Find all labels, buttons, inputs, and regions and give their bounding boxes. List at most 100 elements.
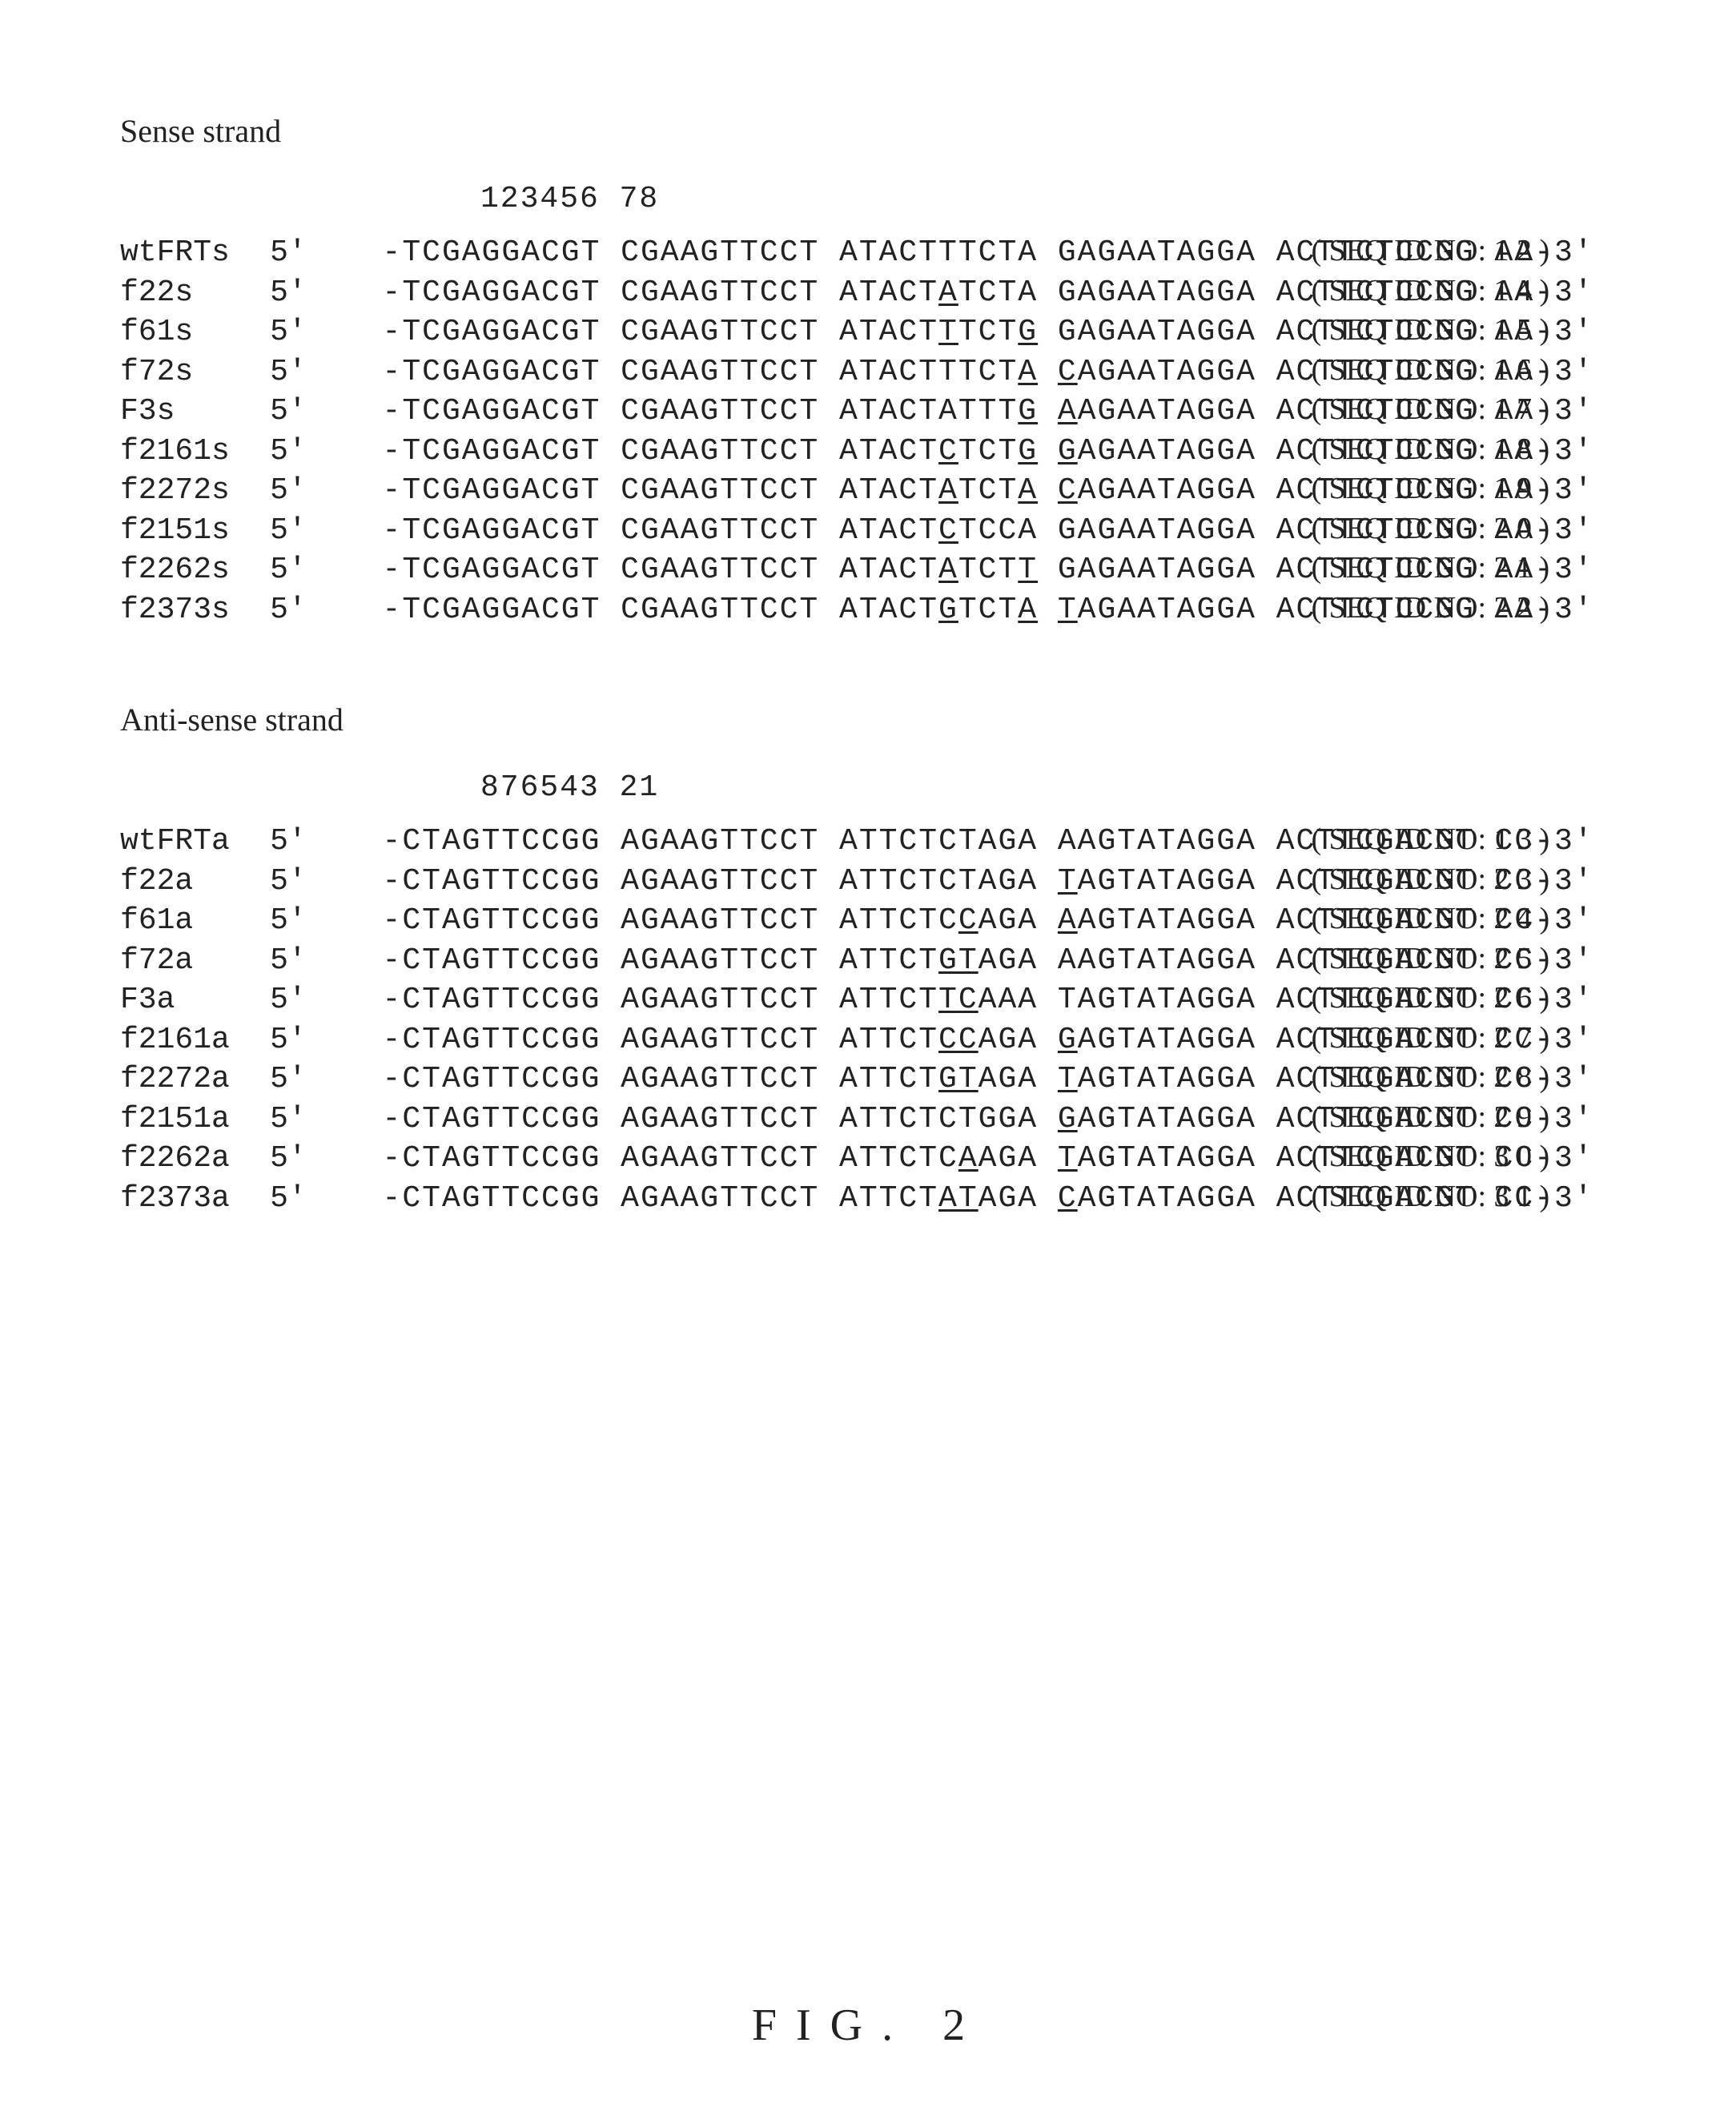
- sense-strand-title: Sense strand: [120, 112, 1656, 150]
- antisense-strand-title: Anti-sense strand: [120, 701, 1656, 738]
- antisense-row: f2262a5'-CTAGTTCCGG AGAAGTTCCT ATTCTCAAG…: [120, 1138, 1656, 1178]
- sense-align-header: 123456 78: [480, 182, 1656, 216]
- five-prime-label: 5': [270, 862, 382, 901]
- figure-page: Sense strand 123456 78 wtFRTs5'-TCGAGGAC…: [0, 0, 1736, 2115]
- sequence-text: -CTAGTTCCGG AGAAGTTCCT ATTCTCTGGA GAGTAT…: [383, 1100, 1312, 1139]
- five-prime-label: 5': [270, 353, 382, 392]
- sequence-name: f2373s: [120, 591, 270, 629]
- sequence-text: -TCGAGGACGT CGAAGTTCCT ATACTATCTA GAGAAT…: [383, 274, 1312, 312]
- seq-id-label: ( SEQ ID NO: 1 6 ): [1312, 352, 1656, 390]
- seq-id-label: ( SEQ ID NO: 2 5 ): [1312, 940, 1656, 979]
- five-prime-label: 5': [270, 313, 382, 352]
- five-prime-label: 5': [270, 591, 382, 629]
- sequence-text: -TCGAGGACGT CGAAGTTCCT ATACTGTCTA TAGAAT…: [383, 591, 1312, 629]
- sense-row: f61s5'-TCGAGGACGT CGAAGTTCCT ATACTTTCTG …: [120, 312, 1656, 352]
- sense-row: f2262s5'-TCGAGGACGT CGAAGTTCCT ATACTATCT…: [120, 549, 1656, 589]
- five-prime-label: 5': [270, 392, 382, 431]
- seq-id-label: ( SEQ ID NO: 3 0 ): [1312, 1138, 1656, 1176]
- seq-id-label: ( SEQ ID NO: 2 1 ): [1312, 549, 1656, 588]
- seq-id-label: ( SEQ ID NO: 2 9 ): [1312, 1099, 1656, 1137]
- sequence-text: -TCGAGGACGT CGAAGTTCCT ATACTCTCTG GAGAAT…: [383, 432, 1312, 471]
- sequence-name: f61s: [120, 313, 270, 352]
- sense-row: wtFRTs5'-TCGAGGACGT CGAAGTTCCT ATACTTTCT…: [120, 232, 1656, 272]
- antisense-row: f72a5'-CTAGTTCCGG AGAAGTTCCT ATTCTGTAGA …: [120, 940, 1656, 980]
- sequence-name: wtFRTs: [120, 234, 270, 272]
- five-prime-label: 5': [270, 981, 382, 1019]
- sequence-name: f2272s: [120, 472, 270, 510]
- sequence-name: f2161s: [120, 432, 270, 471]
- antisense-row: wtFRTa5'-CTAGTTCCGG AGAAGTTCCT ATTCTCTAG…: [120, 821, 1656, 861]
- sequence-name: f61a: [120, 902, 270, 940]
- sequence-text: -TCGAGGACGT CGAAGTTCCT ATACTTTCTA GAGAAT…: [383, 234, 1312, 272]
- seq-id-label: ( SEQ ID NO: 1 2 ): [1312, 232, 1656, 271]
- antisense-row: f2373a5'-CTAGTTCCGG AGAAGTTCCT ATTCTATAG…: [120, 1178, 1656, 1218]
- sense-row: f2272s5'-TCGAGGACGT CGAAGTTCCT ATACTATCT…: [120, 470, 1656, 510]
- sequence-text: -TCGAGGACGT CGAAGTTCCT ATACTATCTA CAGAAT…: [383, 472, 1312, 510]
- five-prime-label: 5': [270, 942, 382, 980]
- five-prime-label: 5': [270, 1140, 382, 1178]
- sequence-name: f22s: [120, 274, 270, 312]
- five-prime-label: 5': [270, 512, 382, 550]
- sense-row: f2161s5'-TCGAGGACGT CGAAGTTCCT ATACTCTCT…: [120, 431, 1656, 471]
- five-prime-label: 5': [270, 822, 382, 861]
- seq-id-label: ( SEQ ID NO: 1 7 ): [1312, 391, 1656, 429]
- sequence-name: f22a: [120, 862, 270, 901]
- sequence-name: f2151s: [120, 512, 270, 550]
- sequence-name: f2262a: [120, 1140, 270, 1178]
- sense-alignment-block: wtFRTs5'-TCGAGGACGT CGAAGTTCCT ATACTTTCT…: [120, 232, 1656, 629]
- antisense-row: f61a5'-CTAGTTCCGG AGAAGTTCCT ATTCTCCAGA …: [120, 900, 1656, 940]
- sequence-text: -CTAGTTCCGG AGAAGTTCCT ATTCTCTAGA AAGTAT…: [383, 822, 1312, 861]
- sequence-name: f2262s: [120, 551, 270, 589]
- seq-id-label: ( SEQ ID NO: 2 7 ): [1312, 1019, 1656, 1058]
- sense-row: f22s5'-TCGAGGACGT CGAAGTTCCT ATACTATCTA …: [120, 272, 1656, 312]
- sequence-name: f2272a: [120, 1060, 270, 1099]
- five-prime-label: 5': [270, 902, 382, 940]
- sequence-name: F3s: [120, 392, 270, 431]
- five-prime-label: 5': [270, 472, 382, 510]
- seq-id-label: ( SEQ ID NO: 1 5 ): [1312, 312, 1656, 350]
- five-prime-label: 5': [270, 234, 382, 272]
- sequence-name: f72s: [120, 353, 270, 392]
- five-prime-label: 5': [270, 274, 382, 312]
- antisense-row: f2272a5'-CTAGTTCCGG AGAAGTTCCT ATTCTGTAG…: [120, 1059, 1656, 1099]
- five-prime-label: 5': [270, 1180, 382, 1218]
- antisense-row: f2151a5'-CTAGTTCCGG AGAAGTTCCT ATTCTCTGG…: [120, 1099, 1656, 1139]
- sequence-text: -CTAGTTCCGG AGAAGTTCCT ATTCTGTAGA AAGTAT…: [383, 942, 1312, 980]
- seq-id-label: ( SEQ ID NO: 3 1 ): [1312, 1178, 1656, 1216]
- antisense-alignment-block: wtFRTa5'-CTAGTTCCGG AGAAGTTCCT ATTCTCTAG…: [120, 821, 1656, 1217]
- antisense-row: F3a5'-CTAGTTCCGG AGAAGTTCCT ATTCTTCAAA T…: [120, 979, 1656, 1019]
- sequence-text: -CTAGTTCCGG AGAAGTTCCT ATTCTATAGA CAGTAT…: [383, 1180, 1312, 1218]
- sequence-text: -TCGAGGACGT CGAAGTTCCT ATACTATTTG AAGAAT…: [383, 392, 1312, 431]
- seq-id-label: ( SEQ ID NO: 2 2 ): [1312, 589, 1656, 628]
- sequence-text: -TCGAGGACGT CGAAGTTCCT ATACTCTCCA GAGAAT…: [383, 512, 1312, 550]
- sequence-name: f2373a: [120, 1180, 270, 1218]
- five-prime-label: 5': [270, 1021, 382, 1060]
- seq-id-label: ( SEQ ID NO: 1 4 ): [1312, 272, 1656, 311]
- five-prime-label: 5': [270, 1100, 382, 1139]
- antisense-row: f22a5'-CTAGTTCCGG AGAAGTTCCT ATTCTCTAGA …: [120, 861, 1656, 901]
- sequence-text: -CTAGTTCCGG AGAAGTTCCT ATTCTTCAAA TAGTAT…: [383, 981, 1312, 1019]
- sequence-name: f72a: [120, 942, 270, 980]
- seq-id-label: ( SEQ ID NO: 2 4 ): [1312, 900, 1656, 939]
- antisense-align-header: 876543 21: [480, 770, 1656, 805]
- seq-id-label: ( SEQ ID NO: 1 9 ): [1312, 470, 1656, 509]
- sequence-name: f2151a: [120, 1100, 270, 1139]
- seq-id-label: ( SEQ ID NO: 2 3 ): [1312, 861, 1656, 899]
- seq-id-label: ( SEQ ID NO: 2 8 ): [1312, 1059, 1656, 1097]
- sequence-text: -CTAGTTCCGG AGAAGTTCCT ATTCTCCAGA GAGTAT…: [383, 1021, 1312, 1060]
- sequence-text: -CTAGTTCCGG AGAAGTTCCT ATTCTCAAGA TAGTAT…: [383, 1140, 1312, 1178]
- seq-id-label: ( SEQ ID NO: 1 8 ): [1312, 431, 1656, 469]
- sequence-text: -CTAGTTCCGG AGAAGTTCCT ATTCTCTAGA TAGTAT…: [383, 862, 1312, 901]
- sequence-name: F3a: [120, 981, 270, 1019]
- five-prime-label: 5': [270, 432, 382, 471]
- sense-row: f2373s5'-TCGAGGACGT CGAAGTTCCT ATACTGTCT…: [120, 589, 1656, 629]
- five-prime-label: 5': [270, 551, 382, 589]
- sense-row: f72s5'-TCGAGGACGT CGAAGTTCCT ATACTTTCTA …: [120, 352, 1656, 392]
- sequence-text: -TCGAGGACGT CGAAGTTCCT ATACTTTCTG GAGAAT…: [383, 313, 1312, 352]
- sequence-text: -TCGAGGACGT CGAAGTTCCT ATACTTTCTA CAGAAT…: [383, 353, 1312, 392]
- seq-id-label: ( SEQ ID NO: 1 3 ): [1312, 821, 1656, 859]
- sequence-text: -CTAGTTCCGG AGAAGTTCCT ATTCTGTAGA TAGTAT…: [383, 1060, 1312, 1099]
- figure-caption: FIG. 2: [0, 2000, 1736, 2051]
- five-prime-label: 5': [270, 1060, 382, 1099]
- sequence-text: -TCGAGGACGT CGAAGTTCCT ATACTATCTT GAGAAT…: [383, 551, 1312, 589]
